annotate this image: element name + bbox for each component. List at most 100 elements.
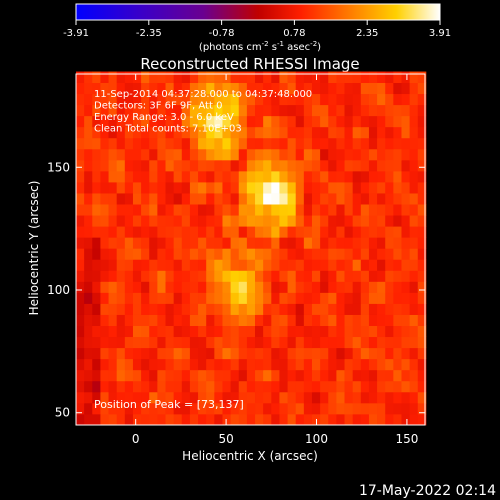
heatmap-cell: [76, 226, 85, 238]
heatmap-cell: [173, 259, 183, 271]
heatmap-cell: [141, 137, 150, 150]
heatmap-cell: [214, 358, 223, 371]
heatmap-cell: [336, 248, 345, 260]
heatmap-cell: [132, 93, 142, 106]
heatmap-cell: [189, 115, 199, 128]
heatmap-cell: [116, 159, 126, 172]
heatmap-cell: [287, 104, 297, 117]
heatmap-cell: [189, 380, 199, 393]
heatmap-cell: [417, 402, 427, 415]
heatmap-cell: [198, 115, 207, 128]
heatmap-cell: [124, 104, 134, 117]
heatmap-cell: [271, 182, 280, 194]
heatmap-cell: [206, 137, 215, 150]
heatmap-cell: [295, 170, 305, 183]
heatmap-cell: [279, 148, 288, 161]
heatmap-cell: [320, 115, 329, 128]
heatmap-cell: [206, 391, 215, 404]
heatmap-cell: [149, 193, 158, 205]
heatmap-cell: [100, 259, 109, 271]
heatmap-cell: [401, 148, 411, 161]
heatmap-cell: [336, 358, 345, 371]
heatmap-cell: [255, 270, 264, 282]
heatmap-cell: [311, 369, 321, 382]
heatmap-cell: [344, 148, 354, 161]
heatmap-cell: [401, 170, 411, 183]
heatmap-cell: [189, 259, 199, 271]
heatmap-cell: [320, 126, 329, 139]
heatmap-cell: [246, 336, 256, 349]
heatmap-cell: [385, 380, 394, 393]
heatmap-cell: [206, 259, 215, 271]
heatmap-cell: [198, 215, 207, 227]
heatmap-cell: [279, 380, 288, 393]
heatmap-cell: [393, 104, 402, 117]
heatmap-cell: [157, 115, 166, 128]
heatmap-cell: [263, 126, 272, 139]
heatmap-cell: [173, 93, 183, 106]
heatmap-cell: [271, 170, 280, 183]
heatmap-cell: [222, 93, 232, 106]
heatmap-cell: [206, 336, 215, 349]
heatmap-cell: [141, 314, 150, 326]
heatmap-cell: [222, 71, 232, 83]
heatmap-cell: [181, 292, 191, 304]
heatmap-cell: [377, 71, 386, 83]
heatmap-cell: [393, 325, 402, 338]
heatmap-cell: [311, 148, 321, 161]
heatmap-cell: [132, 104, 142, 117]
heatmap-cell: [222, 104, 232, 117]
heatmap-cell: [320, 369, 329, 382]
annotation-block: 11-Sep-2014 04:37:28.000 to 04:37:48.000…: [94, 89, 312, 135]
heatmap-cell: [84, 369, 93, 382]
heatmap-cell: [141, 71, 150, 83]
annotation-line: 11-Sep-2014 04:37:28.000 to 04:37:48.000: [94, 89, 312, 100]
heatmap-cell: [238, 336, 248, 349]
heatmap-cell: [173, 237, 183, 249]
heatmap-cell: [100, 380, 109, 393]
heatmap-cell: [393, 148, 402, 161]
heatmap-cell: [385, 93, 394, 106]
heatmap-cell: [100, 270, 109, 282]
heatmap-cell: [108, 259, 118, 271]
heatmap-cell: [92, 115, 101, 128]
heatmap-cell: [116, 182, 126, 194]
heatmap-cell: [149, 71, 158, 83]
heatmap-cell: [108, 148, 118, 161]
heatmap-cell: [352, 413, 362, 426]
heatmap-cell: [271, 148, 280, 161]
heatmap-cell: [76, 215, 85, 227]
heatmap-cell: [393, 82, 402, 95]
heatmap-cell: [255, 126, 264, 139]
heatmap-cell: [116, 270, 126, 282]
heatmap-cell: [255, 413, 264, 426]
heatmap-cell: [214, 237, 223, 249]
heatmap-cell: [198, 259, 207, 271]
heatmap-cell: [368, 159, 378, 172]
heatmap-cell: [344, 126, 354, 139]
heatmap-cell: [173, 82, 183, 95]
heatmap-cell: [287, 182, 297, 194]
heatmap-cell: [401, 325, 411, 338]
heatmap-cell: [108, 281, 118, 293]
heatmap-cell: [100, 413, 109, 426]
heatmap-cell: [157, 347, 166, 360]
heatmap-cell: [157, 281, 166, 293]
heatmap-cell: [368, 193, 378, 205]
heatmap-cell: [393, 402, 402, 415]
heatmap-cell: [116, 325, 126, 338]
heatmap-cell: [238, 137, 248, 150]
heatmap-cell: [181, 413, 191, 426]
heatmap-cell: [336, 226, 345, 238]
heatmap-cell: [320, 292, 329, 304]
heatmap-cell: [328, 159, 337, 172]
heatmap-cell: [263, 314, 272, 326]
heatmap-cell: [320, 82, 329, 95]
heatmap-cell: [352, 126, 362, 139]
heatmap-cell: [279, 248, 288, 260]
heatmap-cell: [336, 413, 345, 426]
heatmap-cell: [222, 137, 232, 150]
heatmap-cell: [263, 391, 272, 404]
heatmap-cell: [352, 93, 362, 106]
heatmap-cell: [108, 347, 118, 360]
